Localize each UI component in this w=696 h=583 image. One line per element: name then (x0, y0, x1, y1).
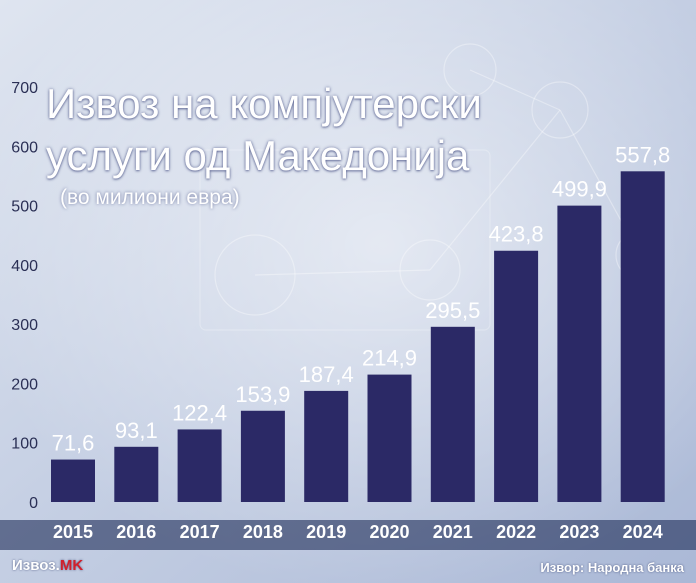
data-label: 187,4 (299, 362, 354, 387)
brand-prefix: Извоз. (12, 557, 60, 574)
data-label: 499,9 (552, 177, 607, 202)
bar-2023 (557, 205, 602, 502)
x-tick-label: 2019 (306, 522, 346, 542)
x-tick-label: 2020 (369, 522, 409, 542)
x-tick-label: 2015 (53, 522, 93, 542)
brand-suffix: MK (59, 557, 84, 574)
x-tick-label: 2022 (496, 522, 536, 542)
x-tick-label: 2016 (116, 522, 156, 542)
y-tick-label: 0 (29, 495, 38, 512)
x-tick-label: 2017 (180, 522, 220, 542)
data-label: 71,6 (52, 431, 95, 456)
x-axis: 2015 2016 2017 2018 2019 2020 2021 2022 2023 2024 (53, 522, 663, 542)
data-labels: 71,6 93,1 122,4 153,9 187,4 214,9 295,5 423,8 49… (52, 142, 671, 455)
y-tick-label: 200 (11, 376, 38, 393)
y-axis: 0 100 200 300 400 500 600 700 (11, 80, 38, 512)
bar-2024 (620, 171, 665, 502)
data-label: 557,8 (615, 142, 670, 167)
y-tick-label: 400 (11, 258, 38, 275)
y-tick-label: 600 (11, 139, 38, 156)
data-label: 423,8 (489, 222, 544, 247)
bar-2022 (494, 250, 539, 502)
x-tick-label: 2021 (433, 522, 473, 542)
data-label: 295,5 (425, 298, 480, 323)
x-tick-label: 2023 (559, 522, 599, 542)
y-tick-label: 700 (11, 80, 38, 97)
bar-2016 (114, 446, 159, 502)
data-label: 93,1 (115, 418, 158, 443)
chart-title-line1: Извоз на компјутерски (46, 80, 482, 127)
bar-2017 (177, 429, 222, 502)
bar-2021 (430, 326, 475, 502)
x-tick-label: 2018 (243, 522, 283, 542)
bar-2015 (51, 459, 95, 502)
brand-logo: Извоз.MK (12, 557, 83, 574)
bar-2019 (304, 390, 349, 502)
y-tick-label: 500 (11, 199, 38, 216)
data-label: 122,4 (172, 400, 227, 425)
y-tick-label: 100 (11, 436, 38, 453)
chart-subtitle: (во милиони евра) (60, 186, 240, 209)
source-note: Извор: Народна банка (540, 560, 684, 575)
chart-title-line2: услуги од Македонија (46, 132, 470, 179)
data-label: 153,9 (235, 382, 290, 407)
x-tick-label: 2024 (623, 522, 663, 542)
chart-title: Извоз на компјутерски услуги од Македони… (46, 78, 482, 182)
y-tick-label: 300 (11, 317, 38, 334)
data-label: 214,9 (362, 346, 417, 371)
bar-2018 (240, 410, 285, 502)
bar-2020 (367, 374, 412, 502)
bars (51, 171, 665, 502)
